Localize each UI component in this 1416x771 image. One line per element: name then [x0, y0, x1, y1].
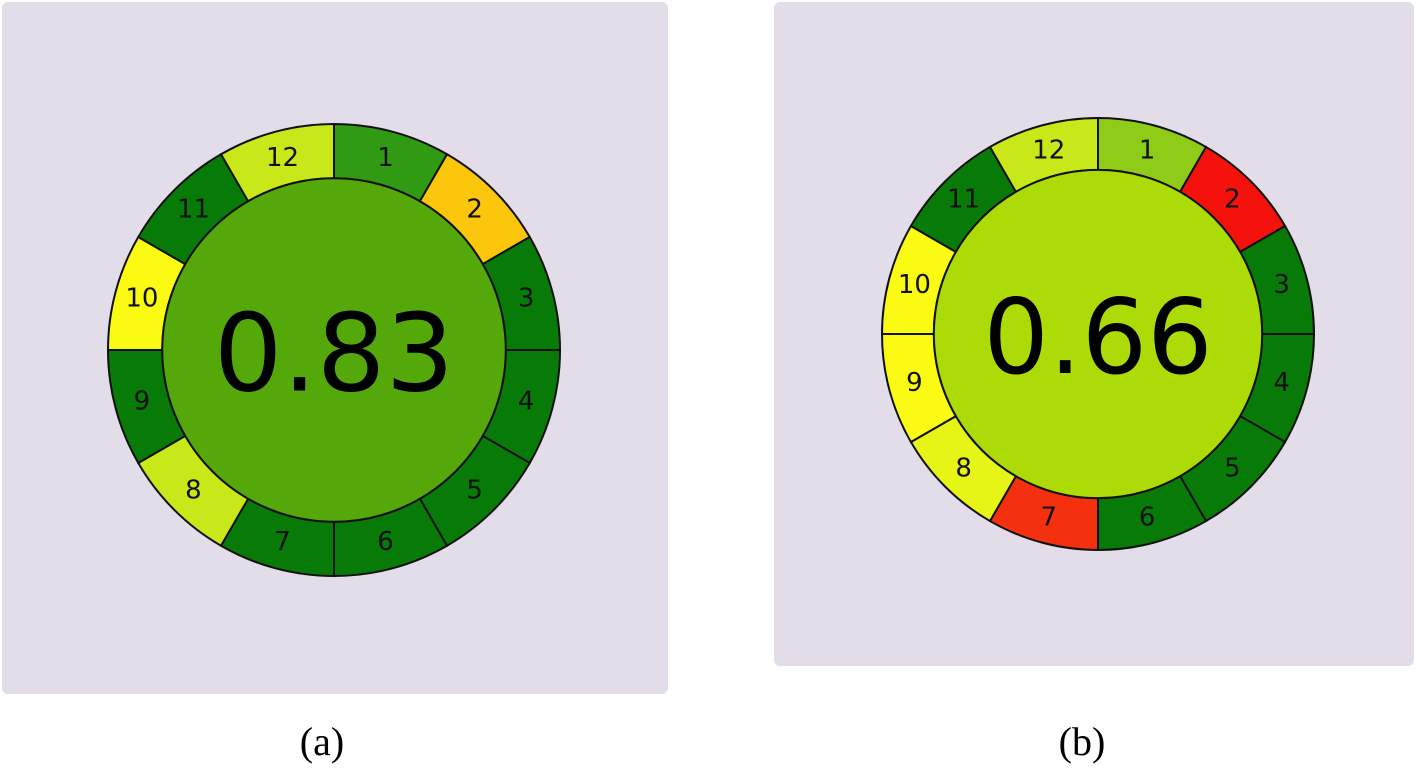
segment-label-3: 3 — [1273, 270, 1290, 300]
overall-score: 0.83 — [214, 292, 454, 417]
center-disc — [161, 177, 507, 523]
caption-a: (a) — [299, 719, 345, 764]
segment-label-9: 9 — [906, 368, 923, 398]
center-disc — [932, 168, 1264, 500]
segment-label-5: 5 — [1224, 453, 1241, 483]
segment-label-7: 7 — [274, 527, 291, 557]
segment-label-1: 1 — [377, 143, 394, 173]
caption-b: (b) — [1058, 719, 1106, 764]
segment-label-2: 2 — [1224, 185, 1241, 215]
segment-label-5: 5 — [466, 476, 483, 506]
segment-label-8: 8 — [185, 476, 202, 506]
segment-label-1: 1 — [1139, 135, 1156, 165]
segment-label-9: 9 — [134, 386, 151, 416]
segment-label-6: 6 — [1139, 503, 1156, 533]
segment-label-10: 10 — [898, 270, 931, 300]
segment-label-10: 10 — [125, 284, 158, 314]
overall-score: 0.66 — [983, 278, 1212, 398]
segment-label-2: 2 — [466, 194, 483, 224]
segment-label-6: 6 — [377, 527, 394, 557]
segment-label-7: 7 — [1041, 503, 1058, 533]
segment-label-11: 11 — [947, 185, 980, 215]
segment-label-4: 4 — [1273, 368, 1290, 398]
segment-label-4: 4 — [518, 386, 535, 416]
segment-label-3: 3 — [518, 284, 535, 314]
segment-label-12: 12 — [1032, 135, 1065, 165]
segment-label-12: 12 — [266, 143, 299, 173]
segment-label-8: 8 — [955, 453, 972, 483]
segment-label-11: 11 — [177, 194, 210, 224]
